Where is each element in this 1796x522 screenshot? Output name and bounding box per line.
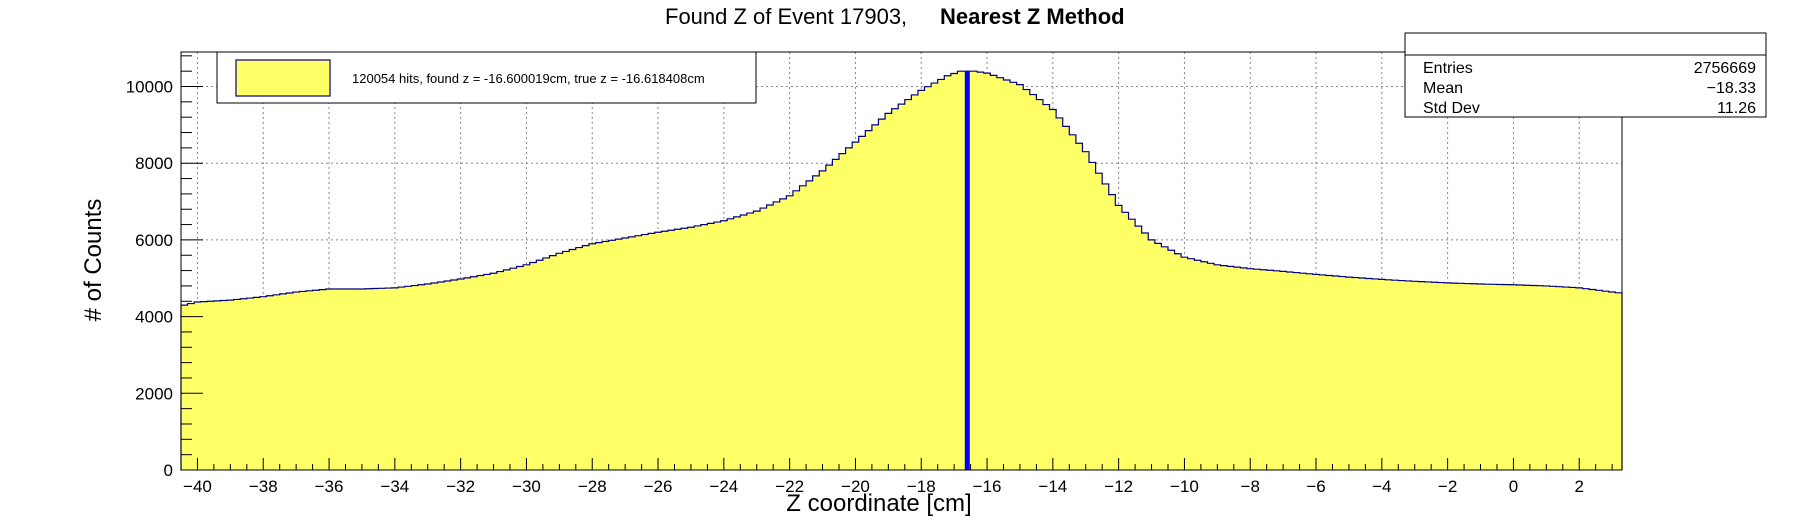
stats-mean-value: −18.33 [1707, 80, 1756, 97]
x-tick-label: 0 [1509, 477, 1518, 496]
y-axis-title: # of Counts [80, 199, 107, 322]
x-axis-title: Z coordinate [cm] [786, 490, 971, 517]
stats-stddev-value: 11.26 [1717, 100, 1756, 117]
x-tick-label: −30 [512, 477, 541, 496]
x-tick-label: −14 [1038, 477, 1067, 496]
x-tick-label: −28 [578, 477, 607, 496]
stats-frame [1404, 32, 1767, 118]
x-tick-label: −20 [841, 477, 870, 496]
x-tick-label: −12 [1104, 477, 1133, 496]
plot-frame [180, 51, 1623, 471]
x-tick-label: −2 [1438, 477, 1457, 496]
x-tick-label: −26 [644, 477, 673, 496]
x-tick-label: −10 [1170, 477, 1199, 496]
x-tick-label: −38 [249, 477, 278, 496]
stats-entries-value: 2756669 [1694, 60, 1756, 77]
x-tick-label: −40 [183, 477, 212, 496]
x-tick-label: −22 [775, 477, 804, 496]
y-tick-label: 6000 [135, 231, 173, 250]
stats-box: Entries 2756669 Mean −18.33 Std Dev 11.2… [1404, 32, 1767, 118]
y-tick-label: 4000 [135, 308, 173, 327]
x-axis: −40 −38 −36 −34 −32 −30 −28 −26 −24 −22 −20 −18 −16−… [180, 458, 1613, 496]
y-axis: 0 2000 4000 6000 8000 10000 [126, 55, 203, 480]
x-tick-label: −36 [315, 477, 344, 496]
x-tick-label: −6 [1306, 477, 1325, 496]
x-tick-label: −34 [380, 477, 409, 496]
x-tick-label: −4 [1372, 477, 1391, 496]
stats-entries-label: Entries [1423, 60, 1473, 77]
x-tick-label: −18 [907, 477, 936, 496]
chart-title: Found Z of Event 17903, [665, 4, 907, 29]
legend: 120054 hits, found z = -16.600019cm, tru… [216, 51, 757, 104]
chart-title-method: Nearest Z Method [940, 4, 1125, 29]
stats-stddev-label: Std Dev [1423, 100, 1480, 117]
y-tick-label: 10000 [126, 78, 173, 97]
x-tick-label: −32 [446, 477, 475, 496]
x-tick-label: −24 [709, 477, 738, 496]
x-tick-label: −16 [973, 477, 1002, 496]
histogram-fill [181, 71, 1622, 470]
y-tick-label: 0 [164, 461, 173, 480]
stats-mean-label: Mean [1423, 80, 1463, 97]
legend-entry-label: 120054 hits, found z = -16.600019cm, tru… [352, 71, 705, 86]
x-tick-label: −8 [1241, 477, 1260, 496]
histogram-outline [180, 70, 1623, 470]
legend-swatch [235, 59, 331, 97]
x-tick-label: 2 [1574, 477, 1583, 496]
y-tick-label: 8000 [135, 154, 173, 173]
y-tick-label: 2000 [135, 384, 173, 403]
